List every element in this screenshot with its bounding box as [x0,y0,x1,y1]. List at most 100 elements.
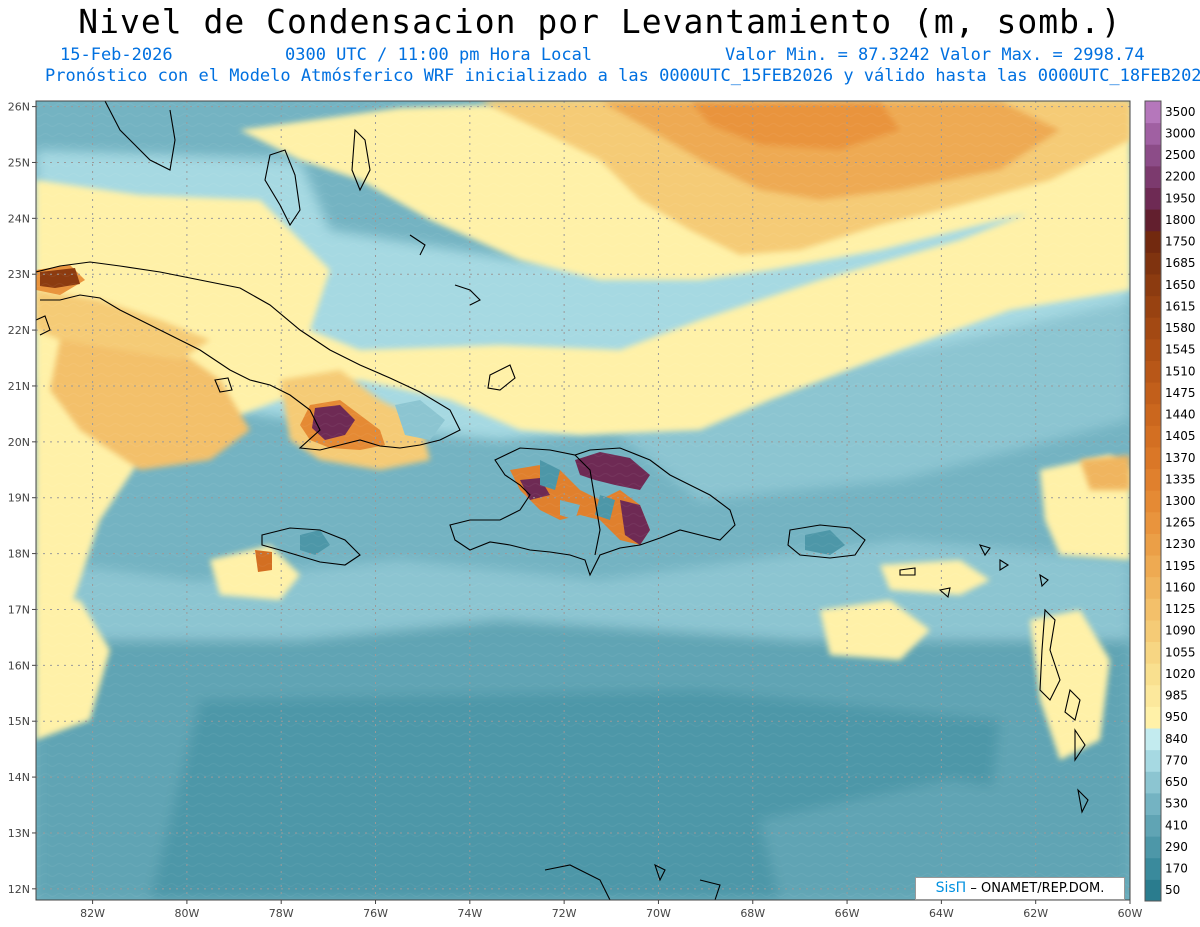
colorbar-label: 1440 [1165,408,1196,422]
colorbar-swatch [1145,879,1161,902]
colorbar-swatch [1145,295,1161,318]
credit-brand: SisΠ [935,880,967,896]
lat-label: 20N [8,436,30,449]
colorbar-label: 1510 [1165,364,1196,378]
colorbar-label: 840 [1165,732,1188,746]
colorbar-swatch [1145,252,1161,275]
colorbar-swatch [1145,836,1161,859]
colorbar-label: 3000 [1165,126,1196,140]
colorbar-label: 650 [1165,775,1188,789]
colorbar-swatch [1145,360,1161,383]
lon-label: 80W [174,907,199,920]
lat-label: 15N [8,715,30,728]
colorbar-swatch [1145,144,1161,167]
colorbar-swatch [1145,857,1161,880]
lat-label: 26N [8,101,30,114]
model-info: Pronóstico con el Modelo Atmósferico WRF… [45,66,1200,86]
colorbar-label: 1685 [1165,256,1196,270]
lat-label: 25N [8,156,30,169]
colorbar-swatch [1145,230,1161,253]
lat-label: 14N [8,771,30,784]
colorbar-label: 1475 [1165,386,1196,400]
colorbar-label: 1300 [1165,494,1196,508]
colorbar-swatch [1145,771,1161,794]
min-max-values: Valor Min. = 87.3242 Valor Max. = 2998.7… [725,45,1145,65]
lon-label: 72W [552,907,577,920]
colorbar-label: 1195 [1165,559,1196,573]
colorbar-swatch [1145,684,1161,707]
colorbar-swatch [1145,101,1161,124]
colorbar-swatch [1145,187,1161,210]
colorbar-swatch [1145,425,1161,448]
colorbar-swatch [1145,468,1161,491]
colorbar-label: 1800 [1165,213,1196,227]
colorbar-label: 170 [1165,862,1188,876]
colorbar-swatch [1145,641,1161,664]
colorbar-swatch [1145,209,1161,232]
colorbar-swatch [1145,619,1161,643]
colorbar-label: 1335 [1165,472,1196,486]
lon-label: 70W [646,907,671,920]
lat-label: 17N [8,603,30,616]
colorbar-swatch [1145,403,1161,426]
colorbar-label: 530 [1165,797,1188,811]
colorbar-label: 1405 [1165,429,1196,443]
forecast-date: 15-Feb-2026 [60,45,173,65]
credit-badge: SisΠ – ONAMET/REP.DOM. [915,877,1125,900]
colorbar-label: 1545 [1165,343,1196,357]
lon-label: 76W [363,907,388,920]
coastlines [36,101,1089,900]
lon-label: 78W [269,907,294,920]
lon-label: 68W [740,907,765,920]
colorbar-label: 1370 [1165,451,1196,465]
colorbar-label: 1090 [1165,624,1196,638]
lon-label: 60W [1118,907,1143,920]
lat-label: 23N [8,268,30,281]
lon-label: 66W [835,907,860,920]
forecast-time: 0300 UTC / 11:00 pm Hora Local [285,45,593,65]
colorbar: 50 170 290 410 530 650 770 840 950 985 1020 1055 109… [1144,100,1196,902]
colorbar-label: 1750 [1165,235,1196,249]
colorbar-swatch [1145,663,1161,686]
lon-label: 62W [1023,907,1048,920]
colorbar-label: 1615 [1165,299,1196,313]
colorbar-swatch [1145,490,1161,513]
colorbar-swatch [1145,511,1161,534]
colorbar-frame [1144,100,1162,902]
lat-label: 13N [8,827,30,840]
map-title: Nivel de Condensacion por Levantamiento … [78,2,1122,41]
colorbar-label: 1950 [1165,191,1196,205]
colorbar-label: 770 [1165,753,1188,767]
colorbar-label: 985 [1165,689,1188,703]
colorbar-label: 1265 [1165,516,1196,530]
colorbar-label: 1055 [1165,645,1196,659]
colorbar-swatch [1145,122,1161,145]
lcl-shading [36,101,1130,900]
colorbar-label: 1650 [1165,278,1196,292]
longitude-labels: 82W 80W 78W 76W 74W 72W 70W 68W 66W 64W 62W 60W [80,900,1143,920]
colorbar-swatch [1145,749,1161,772]
colorbar-swatch [1145,576,1161,599]
lon-label: 64W [929,907,954,920]
colorbar-label: 3500 [1165,105,1196,119]
lon-label: 82W [80,907,105,920]
colorbar-swatch [1145,338,1161,361]
colorbar-swatch [1145,382,1161,405]
colorbar-swatch [1145,814,1161,837]
colorbar-swatch [1145,792,1161,816]
lat-label: 18N [8,548,30,561]
colorbar-swatch [1145,555,1161,578]
lat-label: 19N [8,492,30,505]
graticule [36,101,1131,900]
colorbar-label: 290 [1165,840,1188,854]
lat-label: 24N [8,212,30,225]
lon-label: 74W [457,907,482,920]
colorbar-swatch [1145,706,1161,729]
colorbar-label: 2500 [1165,148,1196,162]
colorbar-swatch [1145,533,1161,556]
map-frame [35,100,1131,901]
lat-label: 16N [8,659,30,672]
colorbar-label: 1160 [1165,580,1196,594]
colorbar-swatch [1145,728,1161,751]
